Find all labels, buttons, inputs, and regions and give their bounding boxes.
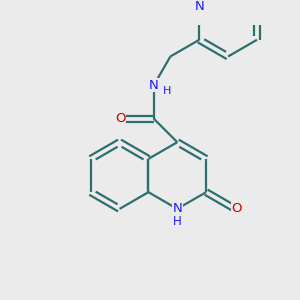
Text: H: H bbox=[173, 215, 182, 228]
Text: N: N bbox=[172, 202, 182, 215]
Text: O: O bbox=[115, 112, 126, 125]
Text: N: N bbox=[194, 0, 204, 13]
Text: N: N bbox=[149, 79, 159, 92]
Text: O: O bbox=[231, 202, 242, 215]
Text: H: H bbox=[163, 86, 171, 96]
